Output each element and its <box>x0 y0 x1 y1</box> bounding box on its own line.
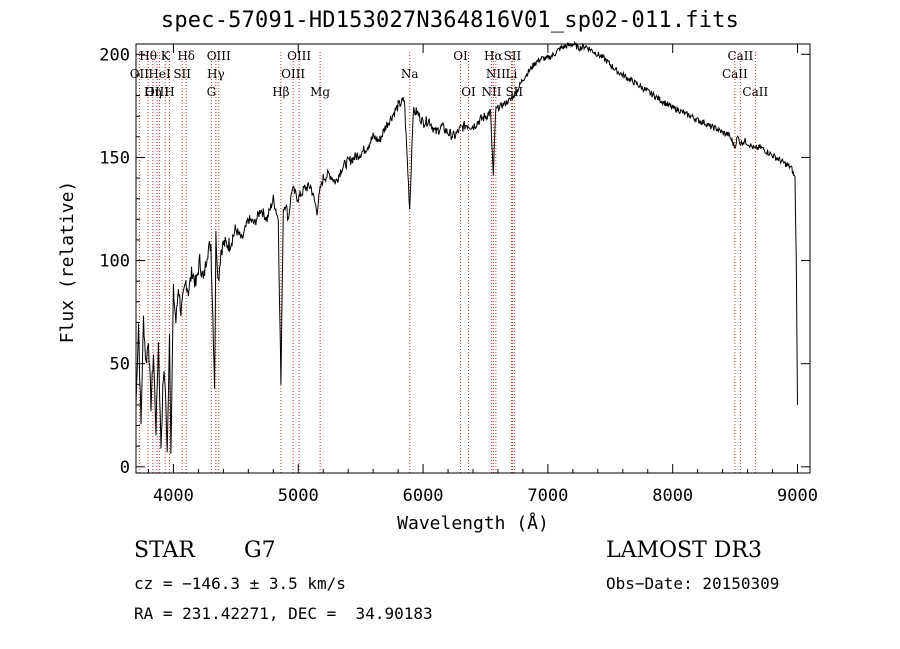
line-marker-label: K <box>161 49 171 63</box>
line-marker-label: Mg <box>310 85 330 99</box>
line-marker-label: OIII <box>145 85 169 99</box>
line-marker-label: OIII <box>287 49 311 63</box>
line-marker-label: Hδ <box>177 49 195 63</box>
line-marker-label: CaII <box>722 67 748 81</box>
x-tick-label: 6000 <box>403 486 444 506</box>
y-tick-label: 150 <box>99 148 130 168</box>
line-marker-label: Hα <box>484 49 503 63</box>
x-tick-label: 9000 <box>777 486 818 506</box>
line-marker-label: Hθ <box>139 49 157 63</box>
line-marker-label: OIII <box>281 67 305 81</box>
line-marker-label: Hβ <box>272 85 289 99</box>
chart-title: spec-57091-HD153027N364816V01_sp02-011.f… <box>160 8 740 33</box>
coordinates: RA = 231.42271, DEC = 34.90183 <box>134 604 433 623</box>
line-marker-label: NII <box>481 85 501 99</box>
line-marker-label: OI <box>453 49 468 63</box>
line-marker-label: OIII <box>207 49 231 63</box>
spectrum-line <box>135 40 798 454</box>
line-marker-label: SII <box>504 49 522 63</box>
line-marker-label: CaII <box>742 85 768 99</box>
line-marker-label: CaII <box>727 49 753 63</box>
line-marker-label: Li <box>506 67 518 81</box>
plot-frame <box>135 43 811 474</box>
x-tick-label: 5000 <box>278 486 319 506</box>
line-marker-label: Hγ <box>207 67 225 81</box>
line-marker-label: G <box>207 85 217 99</box>
x-axis-label: Wavelength (Å) <box>397 512 549 534</box>
y-axis-ticks: 0 50 100 150 200 <box>99 45 810 478</box>
y-tick-label: 200 <box>99 45 130 65</box>
line-marker-label: H <box>164 85 174 99</box>
y-tick-label: 100 <box>99 252 130 272</box>
line-marker-label: HeI <box>148 67 171 81</box>
y-axis-label: Flux (relative) <box>57 181 78 344</box>
x-axis-ticks: 4000 5000 6000 7000 8000 9000 <box>147 44 818 506</box>
x-tick-label: 8000 <box>652 486 693 506</box>
object-subclass: G7 <box>244 538 276 563</box>
line-marker-label: OI <box>461 85 476 99</box>
line-marker-label: Na <box>401 67 419 81</box>
redshift-velocity: cz = −146.3 ± 3.5 km/s <box>134 574 346 593</box>
x-tick-label: 7000 <box>527 486 568 506</box>
line-marker-label: Hη <box>144 85 162 99</box>
line-marker-label: NII <box>486 67 506 81</box>
observation-date: Obs−Date: 20150309 <box>606 574 780 593</box>
y-tick-label: 0 <box>120 458 130 478</box>
line-markers <box>138 52 756 473</box>
x-tick-label: 4000 <box>153 486 194 506</box>
line-marker-label: SII <box>173 67 191 81</box>
object-class: STAR <box>134 538 195 563</box>
line-marker-labels: HθOIIOIIIHηHeIKHSIIHδGHγOIIIHβOIIIOIIIMg… <box>130 49 769 99</box>
y-tick-label: 50 <box>110 355 130 375</box>
line-marker-label: OII <box>130 67 150 81</box>
survey-name: LAMOST DR3 <box>606 538 762 563</box>
